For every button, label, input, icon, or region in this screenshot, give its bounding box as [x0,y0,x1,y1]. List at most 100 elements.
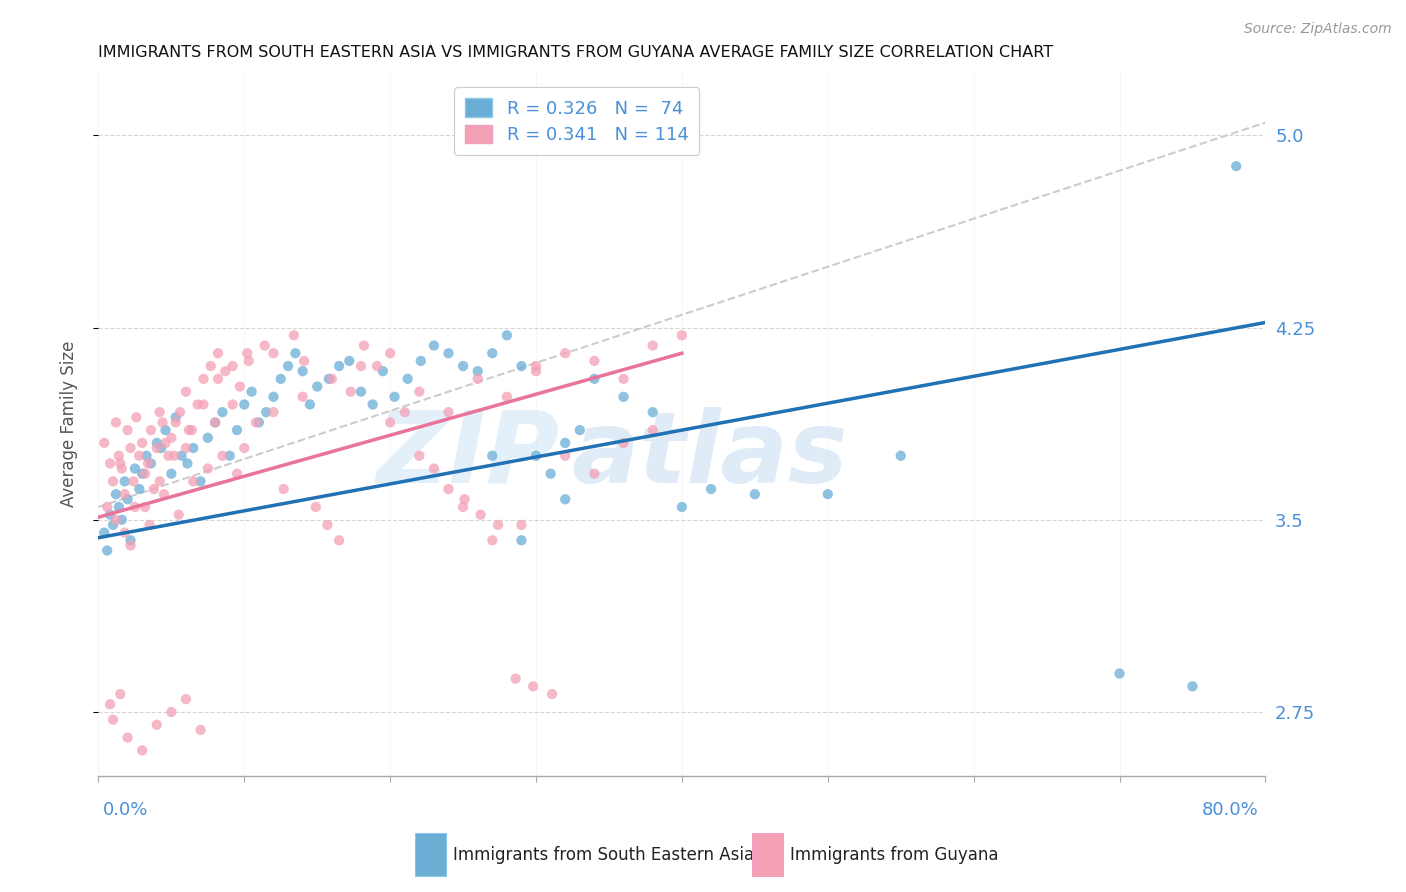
Point [437,482,460,496]
Point [245,416,267,430]
Point [139,423,162,437]
Point [114,487,136,501]
Point [541,687,564,701]
Point [283,328,305,343]
Point [120,441,142,455]
Point [262,346,284,360]
Point [96,500,118,514]
Point [204,416,226,430]
Point [291,364,314,378]
Point [254,405,277,419]
Point [307,379,329,393]
Point [612,372,634,386]
Point [136,457,159,471]
Point [165,410,187,425]
Point [114,475,136,489]
Point [96,543,118,558]
Point [104,513,127,527]
Point [481,449,503,463]
Point [111,461,134,475]
Point [817,487,839,501]
Point [125,410,148,425]
Point [101,475,124,489]
Point [187,397,209,411]
Point [174,692,197,706]
Point [110,687,132,701]
Point [236,346,259,360]
Point [128,482,150,496]
Point [554,492,576,507]
Point [167,508,190,522]
Point [337,354,360,368]
Point [522,679,544,693]
Point [93,436,115,450]
Text: IMMIGRANTS FROM SOUTH EASTERN ASIA VS IMMIGRANTS FROM GUYANA AVERAGE FAMILY SIZE: IMMIGRANTS FROM SOUTH EASTERN ASIA VS IM… [98,45,1053,61]
Point [298,397,321,411]
Point [181,441,204,455]
Point [233,441,256,455]
Point [238,354,260,368]
Point [641,423,664,437]
Point [165,416,187,430]
Point [170,449,193,463]
Point [197,431,219,445]
Point [524,364,547,378]
Point [890,449,912,463]
Point [437,346,460,360]
Point [221,397,243,411]
Point [505,672,527,686]
Point [177,423,200,437]
Point [451,500,474,514]
Point [193,372,215,386]
Point [176,457,198,471]
Point [211,449,233,463]
Point [131,436,153,450]
Point [247,416,270,430]
Point [98,698,121,712]
Point [146,718,169,732]
Point [262,390,284,404]
Point [117,423,139,437]
Point [114,525,136,540]
Point [93,525,115,540]
Point [108,449,131,463]
Point [160,705,183,719]
Point [1225,159,1247,173]
Point [174,441,197,455]
Point [318,372,340,386]
Point [361,397,384,411]
Point [169,405,191,419]
Point [153,487,176,501]
Point [270,372,292,386]
Point [467,372,489,386]
Y-axis label: Average Family Size: Average Family Size [59,341,77,507]
Point [467,364,489,378]
Point [321,372,343,386]
Point [134,467,156,481]
Point [111,513,134,527]
Point [396,372,419,386]
Point [163,449,186,463]
Point [135,449,157,463]
Point [152,416,174,430]
Point [124,461,146,475]
Point [486,517,509,532]
Point [207,372,229,386]
Point [233,397,256,411]
Point [131,743,153,757]
Text: 0.0%: 0.0% [103,801,148,819]
Point [142,482,165,496]
Text: ZIP: ZIP [377,407,560,504]
Point [641,405,664,419]
Point [423,461,446,475]
Point [134,500,156,514]
Point [226,423,249,437]
Point [366,359,388,373]
Point [583,372,606,386]
Point [470,508,492,522]
Point [328,533,350,548]
Point [221,359,243,373]
Point [353,338,375,352]
Point [524,449,547,463]
Point [350,384,373,399]
